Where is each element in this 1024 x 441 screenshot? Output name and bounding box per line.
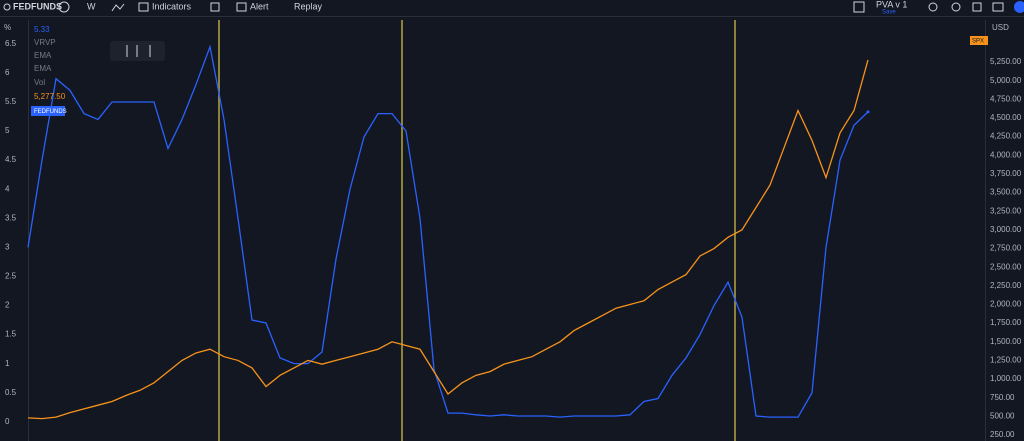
alert-icon[interactable] — [236, 2, 247, 12]
y2-tick-label: 3,750.00 — [990, 169, 1022, 178]
y-tick-label: 0 — [5, 417, 10, 426]
settings[interactable] — [951, 2, 961, 12]
y2-tick-label: 1,750.00 — [990, 318, 1022, 327]
y2-tick-label: 5,000.00 — [990, 76, 1022, 85]
y2-tick-label: 3,000.00 — [990, 225, 1022, 234]
alert[interactable]: Alert — [250, 1, 269, 11]
legend-item[interactable]: Vol — [34, 78, 45, 87]
y2-tick-label: 500.00 — [990, 411, 1015, 420]
plot — [27, 44, 870, 420]
y-tick-label: 3.5 — [5, 213, 17, 222]
y-tick-label: 2 — [5, 301, 10, 310]
y2-tick-label: 5,250.00 — [990, 57, 1022, 66]
y2-tick-label: 250.00 — [990, 430, 1015, 439]
y2-tick-label: 2,000.00 — [990, 300, 1022, 309]
screenshot[interactable] — [992, 2, 1004, 12]
y-tick-label: 1 — [5, 359, 10, 368]
chart-type[interactable] — [111, 3, 125, 12]
spx-badge-text: SPX — [972, 39, 984, 45]
series-tag-text[interactable]: FEDFUNDS — [34, 109, 67, 115]
y2-tick-label: 3,250.00 — [990, 206, 1022, 215]
series-tag[interactable] — [31, 106, 65, 116]
legend-value: 5.33 — [34, 25, 50, 34]
y2-tick-label: 750.00 — [990, 393, 1015, 402]
legend-item[interactable]: EMA — [34, 51, 52, 60]
symbol[interactable]: FEDFUNDS — [13, 1, 62, 11]
y2-tick-label: 1,500.00 — [990, 337, 1022, 346]
templates[interactable] — [210, 2, 220, 12]
fullscreen[interactable] — [972, 2, 982, 12]
search-icon[interactable] — [3, 3, 11, 11]
series-line — [27, 59, 869, 420]
y2-tick-label: 1,250.00 — [990, 356, 1022, 365]
quick-search[interactable] — [928, 2, 938, 12]
y-tick-label: 0.5 — [5, 388, 17, 397]
save[interactable]: Save — [882, 10, 896, 16]
y2-tick-label: 4,250.00 — [990, 132, 1022, 141]
replay[interactable]: Replay — [294, 1, 323, 11]
y2-tick-label: 3,500.00 — [990, 188, 1022, 197]
y-tick-label: 4.5 — [5, 155, 17, 164]
profile[interactable] — [1014, 1, 1024, 13]
layout-name[interactable]: PVA v 1 — [876, 0, 907, 9]
y-tick-label: 3 — [5, 242, 10, 251]
y-tick-label: 6.5 — [5, 39, 17, 48]
y2-tick-label: 2,250.00 — [990, 281, 1022, 290]
y-tick-label: 5.5 — [5, 97, 17, 106]
y2-tick-label: 2,500.00 — [990, 262, 1022, 271]
y2-axis-unit[interactable]: USD — [992, 23, 1009, 32]
checkbox[interactable] — [853, 1, 865, 13]
y-tick-label: 1.5 — [5, 330, 17, 339]
y2-tick-label: 4,750.00 — [990, 94, 1022, 103]
spx-badge — [970, 36, 988, 45]
y-axis-unit: % — [4, 23, 11, 32]
y-tick-label: 2.5 — [5, 272, 17, 281]
y-tick-label: 5 — [5, 126, 10, 135]
y2-tick-label: 2,750.00 — [990, 244, 1022, 253]
y2-tick-label: 4,500.00 — [990, 113, 1022, 122]
legend-item[interactable]: VRVP — [34, 38, 56, 47]
y-tick-label: 4 — [5, 184, 10, 193]
y2-tick-label: 1,000.00 — [990, 374, 1022, 383]
last-point — [866, 110, 870, 114]
y2-tick-label: 4,000.00 — [990, 150, 1022, 159]
indicators-icon[interactable] — [138, 2, 149, 12]
y-tick-label: 6 — [5, 68, 10, 77]
add-symbol[interactable] — [58, 1, 70, 13]
interval[interactable]: W — [87, 1, 96, 11]
indicators[interactable]: Indicators — [152, 1, 192, 11]
legend-item[interactable]: EMA — [34, 64, 52, 73]
toolbar — [0, 0, 1024, 16]
series-line — [27, 44, 869, 418]
legend-spx-value: 5,277.50 — [34, 92, 66, 101]
